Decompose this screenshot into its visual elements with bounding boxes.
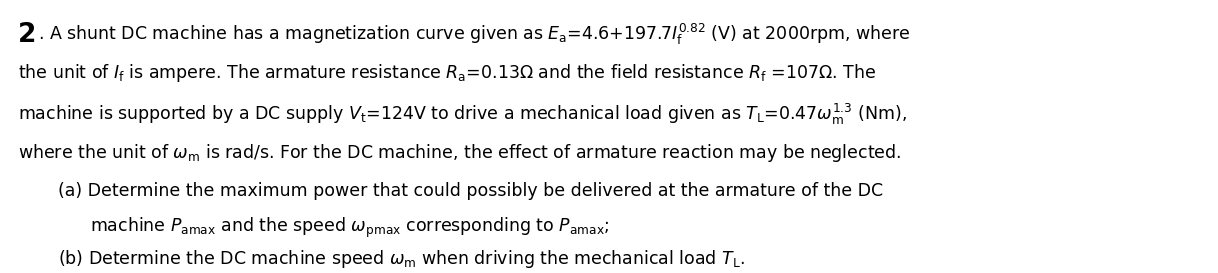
Text: . A shunt DC machine has a magnetization curve given as $E_\mathrm{a}$=4.6+197.7: . A shunt DC machine has a magnetization… [38,22,910,47]
Text: machine $P_\mathrm{amax}$ and the speed $\omega_\mathrm{pmax}$ corresponding to : machine $P_\mathrm{amax}$ and the speed … [90,216,610,240]
Text: 2: 2 [18,22,37,48]
Text: the unit of $I_\mathrm{f}$ is ampere. The armature resistance $R_\mathrm{a}$=0.1: the unit of $I_\mathrm{f}$ is ampere. Th… [18,62,876,84]
Text: where the unit of $\omega_\mathrm{m}$ is rad/s. For the DC machine, the effect o: where the unit of $\omega_\mathrm{m}$ is… [18,142,901,164]
Text: machine is supported by a DC supply $V_\mathrm{t}$=124V to drive a mechanical lo: machine is supported by a DC supply $V_\… [18,102,907,127]
Text: (a) Determine the maximum power that could possibly be delivered at the armature: (a) Determine the maximum power that cou… [58,182,883,200]
Text: (b) Determine the DC machine speed $\omega_\mathrm{m}$ when driving the mechanic: (b) Determine the DC machine speed $\ome… [58,248,745,270]
